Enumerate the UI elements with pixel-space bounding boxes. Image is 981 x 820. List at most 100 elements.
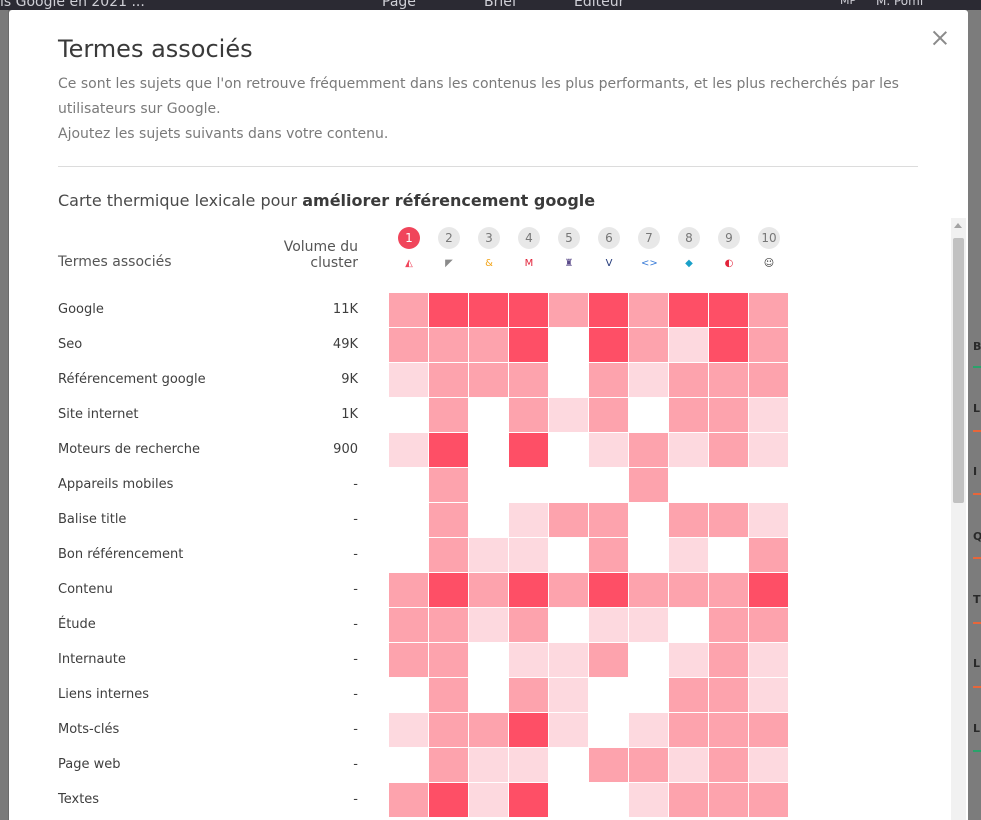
heatmap-cell[interactable]: [549, 328, 588, 362]
heatmap-cell[interactable]: [389, 363, 428, 397]
heatmap-cell[interactable]: [429, 713, 468, 747]
smiley-logo-icon[interactable]: ☺: [763, 258, 775, 269]
heatmap-cell[interactable]: [709, 538, 748, 572]
heatmap-cell[interactable]: [629, 678, 668, 712]
leaf-logo-icon[interactable]: ◤: [445, 258, 453, 269]
heatmap-cell[interactable]: [629, 398, 668, 432]
heatmap-cell[interactable]: [589, 433, 628, 467]
heatmap-cell[interactable]: [389, 293, 428, 327]
heatmap-cell[interactable]: [589, 328, 628, 362]
heatmap-cell[interactable]: [549, 713, 588, 747]
competitor-rank-5[interactable]: 5: [558, 227, 580, 249]
heatmap-cell[interactable]: [749, 363, 788, 397]
heatmap-cell[interactable]: [629, 328, 668, 362]
heatmap-cell[interactable]: [629, 573, 668, 607]
heatmap-cell[interactable]: [389, 748, 428, 782]
heatmap-cell[interactable]: [509, 573, 548, 607]
heatmap-cell[interactable]: [709, 293, 748, 327]
heatmap-cell[interactable]: [749, 713, 788, 747]
heatmap-cell[interactable]: [429, 293, 468, 327]
heatmap-cell[interactable]: [549, 538, 588, 572]
heatmap-cell[interactable]: [749, 608, 788, 642]
heatmap-cell[interactable]: [709, 573, 748, 607]
competitor-rank-3[interactable]: 3: [478, 227, 500, 249]
heatmap-cell[interactable]: [709, 713, 748, 747]
heatmap-cell[interactable]: [749, 573, 788, 607]
heatmap-cell[interactable]: [469, 363, 508, 397]
heatmap-cell[interactable]: [509, 713, 548, 747]
heatmap-cell[interactable]: [389, 713, 428, 747]
heatmap-cell[interactable]: [549, 783, 588, 817]
heatmap-cell[interactable]: [509, 433, 548, 467]
competitor-rank-7[interactable]: 7: [638, 227, 660, 249]
heatmap-cell[interactable]: [509, 643, 548, 677]
robot-logo-icon[interactable]: ♜: [564, 258, 574, 269]
heatmap-cell[interactable]: [749, 398, 788, 432]
heatmap-cell[interactable]: [509, 328, 548, 362]
heatmap-cell[interactable]: [709, 468, 748, 502]
heatmap-cell[interactable]: [549, 678, 588, 712]
heatmap-cell[interactable]: [669, 643, 708, 677]
heatmap-cell[interactable]: [429, 468, 468, 502]
heatmap-cell[interactable]: [629, 783, 668, 817]
heatmap-cell[interactable]: [669, 468, 708, 502]
heatmap-cell[interactable]: [389, 468, 428, 502]
modal-scrollbar[interactable]: [951, 218, 966, 820]
heatmap-cell[interactable]: [589, 608, 628, 642]
heatmap-cell[interactable]: [549, 748, 588, 782]
heatmap-cell[interactable]: [389, 783, 428, 817]
heatmap-cell[interactable]: [629, 713, 668, 747]
heatmap-cell[interactable]: [549, 363, 588, 397]
heatmap-cell[interactable]: [709, 678, 748, 712]
heatmap-cell[interactable]: [749, 748, 788, 782]
code-logo-icon[interactable]: <>: [641, 258, 658, 269]
heatmap-cell[interactable]: [509, 503, 548, 537]
heatmap-cell[interactable]: [549, 643, 588, 677]
heatmap-cell[interactable]: [549, 573, 588, 607]
heatmap-cell[interactable]: [389, 573, 428, 607]
heatmap-cell[interactable]: [389, 433, 428, 467]
heatmap-cell[interactable]: [749, 538, 788, 572]
scrollbar-thumb[interactable]: [953, 238, 964, 503]
heatmap-cell[interactable]: [589, 293, 628, 327]
heatmap-cell[interactable]: [669, 783, 708, 817]
heatmap-cell[interactable]: [429, 608, 468, 642]
heatmap-cell[interactable]: [709, 503, 748, 537]
close-icon[interactable]: [930, 28, 950, 48]
scroll-up-arrow-icon[interactable]: [954, 223, 962, 228]
heatmap-cell[interactable]: [389, 643, 428, 677]
heatmap-cell[interactable]: [589, 538, 628, 572]
heatmap-cell[interactable]: [469, 713, 508, 747]
heatmap-cell[interactable]: [509, 783, 548, 817]
diamond-logo-icon[interactable]: ◆: [685, 258, 693, 269]
competitor-rank-4[interactable]: 4: [518, 227, 540, 249]
heatmap-cell[interactable]: [669, 678, 708, 712]
heatmap-cell[interactable]: [669, 608, 708, 642]
heatmap-cell[interactable]: [749, 293, 788, 327]
heatmap-cell[interactable]: [509, 398, 548, 432]
heatmap-cell[interactable]: [469, 293, 508, 327]
heatmap-cell[interactable]: [589, 748, 628, 782]
heatmap-cell[interactable]: [469, 643, 508, 677]
heatmap-cell[interactable]: [389, 608, 428, 642]
heatmap-cell[interactable]: [709, 328, 748, 362]
heatmap-cell[interactable]: [429, 643, 468, 677]
heatmap-cell[interactable]: [429, 748, 468, 782]
heatmap-cell[interactable]: [469, 538, 508, 572]
heatmap-cell[interactable]: [469, 783, 508, 817]
heatmap-cell[interactable]: [469, 608, 508, 642]
heatmap-cell[interactable]: [549, 608, 588, 642]
ampersand-logo-icon[interactable]: &: [485, 258, 493, 269]
competitor-rank-10[interactable]: 10: [758, 227, 780, 249]
heatmap-cell[interactable]: [469, 678, 508, 712]
heatmap-cell[interactable]: [549, 468, 588, 502]
heatmap-cell[interactable]: [429, 398, 468, 432]
heatmap-cell[interactable]: [509, 293, 548, 327]
triangle-logo-icon[interactable]: ◭: [405, 258, 413, 269]
heatmap-cell[interactable]: [509, 608, 548, 642]
heatmap-cell[interactable]: [749, 643, 788, 677]
heatmap-cell[interactable]: [429, 783, 468, 817]
heatmap-cell[interactable]: [669, 293, 708, 327]
heatmap-cell[interactable]: [669, 398, 708, 432]
heatmap-cell[interactable]: [429, 573, 468, 607]
